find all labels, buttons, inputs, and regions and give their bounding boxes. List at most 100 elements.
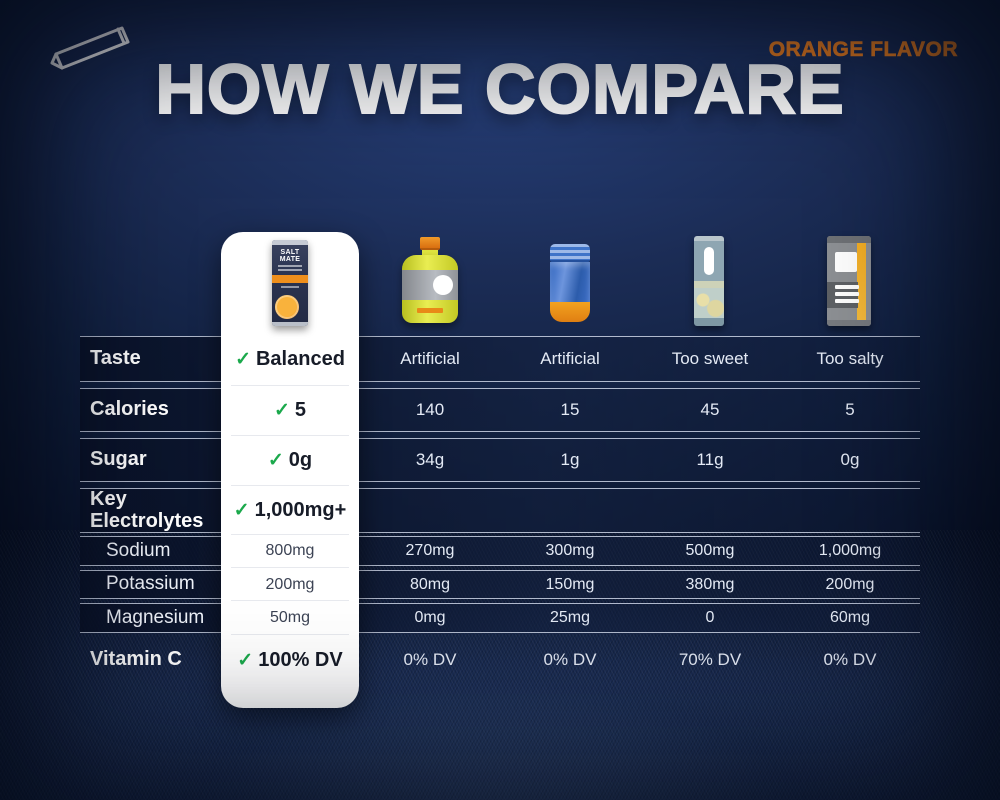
row-band: [80, 438, 920, 482]
packet-orange-stripe: [857, 236, 866, 326]
table-row: Key Electrolytes ✓ 1,000mg+: [80, 488, 920, 533]
brand-value: Balanced: [255, 347, 345, 370]
tube-orange-base: [550, 302, 590, 322]
tube-body: [550, 262, 590, 302]
page-title: HOW WE COMPARE: [154, 50, 845, 128]
competitor-value-cell: 60mg: [829, 609, 871, 626]
bottle-body: [402, 255, 458, 323]
card-row-separator: [231, 634, 349, 635]
competitor-value-cell: Too sweet: [671, 349, 749, 368]
packet-text-bar: [835, 299, 859, 303]
stick-crimp: [272, 322, 308, 326]
competitor-value-cell: 140: [415, 400, 445, 419]
card-row-separator: [231, 485, 349, 486]
competitor-value-cell: 150mg: [545, 575, 595, 593]
stick-crimp: [694, 318, 724, 326]
brand-value: 1,000mg+: [254, 499, 347, 521]
packet-band: [694, 281, 724, 288]
table-row: Vitamin C ✓ 100% DV 0% DV 0% DV 70% DV 0% DV: [80, 637, 920, 683]
competitor-value-cell: 80mg: [409, 575, 451, 593]
stick-crimp: [272, 240, 308, 245]
card-row-separator: [231, 385, 349, 386]
competitor-value-cell: 11g: [696, 450, 724, 469]
stick-crimp: [694, 236, 724, 241]
bottle-orange-strip: [417, 308, 443, 313]
table-row: Potassium 200mg 80mg 150mg 380mg 200mg: [80, 570, 920, 599]
flavor-badge: ORANGE FLAVOR: [768, 38, 958, 62]
brand-value-cell: ✓ Balanced: [220, 348, 360, 371]
row-band: [80, 570, 920, 599]
competitor-value-cell: 15: [560, 400, 580, 419]
competitor-value-cell: 270mg: [405, 542, 455, 559]
card-row-separator: [231, 435, 349, 436]
competitor-value-cell: 1,000mg: [818, 542, 882, 559]
table-row: Sodium 800mg 270mg 300mg 500mg 1,000mg: [80, 536, 920, 566]
bottle-label: [402, 270, 458, 300]
competitor-value-cell: 380mg: [685, 575, 735, 593]
competitor-value-cell: 300mg: [545, 542, 595, 559]
competitor-value-cell: 0% DV: [403, 650, 457, 669]
brand-value-cell: 800mg: [220, 542, 360, 560]
packet-text-bar: [835, 292, 859, 296]
row-label: Sugar: [90, 448, 147, 471]
table-row: Sugar ✓ 0g 34g 1g 11g 0g: [80, 438, 920, 482]
packet-orange-band: [272, 275, 308, 283]
tablet-tube-image: [550, 244, 590, 322]
packet-text-bar: [278, 265, 302, 267]
row-label: Key Electrolytes: [90, 487, 204, 532]
row-band: [80, 388, 920, 432]
competitor-value-cell: 34g: [415, 450, 445, 469]
card-row-separator: [231, 567, 349, 568]
packet-top-panel: [694, 241, 724, 281]
brand-value: 50mg: [269, 609, 311, 626]
brand-value-cell: ✓ 100% DV: [220, 649, 360, 672]
brand-value: 200mg: [265, 575, 315, 593]
competitor-value-cell: 0mg: [414, 609, 446, 626]
competitor-value-cell: 0g: [840, 450, 860, 469]
bottle-neck: [422, 250, 438, 255]
check-icon: ✓: [237, 649, 254, 671]
row-band: [80, 536, 920, 566]
competitor-value-cell: 500mg: [685, 542, 735, 559]
brand-value-cell: ✓ 1,000mg+: [220, 499, 360, 522]
brand-stick-product-image: SALT MATE: [272, 240, 308, 326]
salt-powder-stick-image: [827, 236, 871, 326]
bottle-logo-circle: [432, 275, 453, 295]
stick-packet-outline-icon: [42, 14, 134, 81]
sports-drink-bottle-image: [402, 237, 458, 323]
competitor-value-cell: Artificial: [400, 349, 460, 368]
competitor-value-cell: 25mg: [549, 609, 591, 626]
competitor-value-cell: 70% DV: [678, 650, 742, 669]
brand-packet-name-line2: MATE: [279, 256, 301, 263]
row-band: [80, 488, 920, 533]
row-label: Potassium: [106, 573, 195, 595]
brand-value-cell: ✓ 5: [220, 399, 360, 422]
row-label: Taste: [90, 347, 141, 370]
row-band: [80, 603, 920, 633]
packet-text-bar: [835, 285, 859, 289]
brand-value: 0g: [288, 448, 313, 471]
competitor-value-cell: Artificial: [540, 349, 600, 368]
brand-value-cell: ✓ 0g: [220, 449, 360, 472]
card-row-separator: [231, 534, 349, 535]
check-icon: ✓: [267, 449, 284, 471]
stick-crimp: [827, 320, 871, 326]
brand-value: 800mg: [265, 542, 315, 559]
row-label: Calories: [90, 398, 169, 421]
card-row-separator: [231, 600, 349, 601]
packet-logo-square: [835, 252, 857, 272]
competitor-value-cell: 45: [700, 400, 720, 419]
row-label: Sodium: [106, 539, 171, 561]
table-row: Magnesium 50mg 0mg 25mg 0 60mg: [80, 603, 920, 633]
brand-packet-name: SALT MATE: [272, 249, 308, 263]
competitor-value-cell: 0% DV: [823, 650, 877, 669]
check-icon: ✓: [233, 500, 250, 521]
brand-value-cell: 50mg: [220, 609, 360, 627]
check-icon: ✓: [273, 399, 290, 421]
brand-value-cell: 200mg: [220, 576, 360, 594]
table-row: Calories ✓ 5 140 15 45 5: [80, 388, 920, 432]
row-label: Vitamin C: [90, 648, 182, 671]
competitor-value-cell: 200mg: [825, 575, 875, 593]
orange-slice-graphic: [275, 295, 299, 319]
